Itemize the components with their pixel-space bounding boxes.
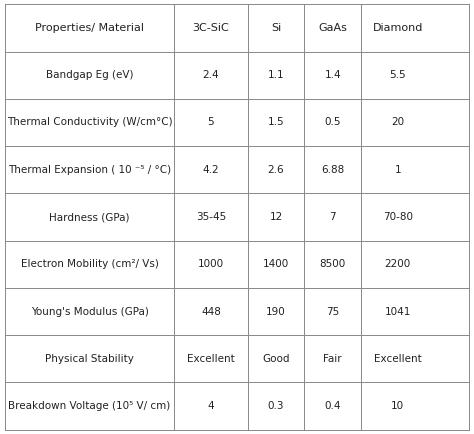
- Text: 0.3: 0.3: [268, 401, 284, 411]
- Text: Excellent: Excellent: [187, 354, 235, 364]
- Text: 2200: 2200: [384, 259, 411, 269]
- Text: 2.4: 2.4: [203, 70, 219, 80]
- Text: 3C-SiC: 3C-SiC: [192, 23, 229, 33]
- Text: Breakdown Voltage (10⁵ V/ cm): Breakdown Voltage (10⁵ V/ cm): [9, 401, 171, 411]
- Text: 35-45: 35-45: [196, 212, 226, 222]
- Text: Young's Modulus (GPa): Young's Modulus (GPa): [31, 306, 148, 316]
- Text: Excellent: Excellent: [374, 354, 421, 364]
- Text: 4.2: 4.2: [203, 165, 219, 175]
- Text: 2.6: 2.6: [268, 165, 284, 175]
- Text: 1041: 1041: [384, 306, 411, 316]
- Text: 1.1: 1.1: [268, 70, 284, 80]
- Text: Si: Si: [271, 23, 281, 33]
- Text: 6.88: 6.88: [321, 165, 344, 175]
- Text: 5.5: 5.5: [390, 70, 406, 80]
- Text: Thermal Conductivity (W/cm°C): Thermal Conductivity (W/cm°C): [7, 118, 173, 128]
- Text: 12: 12: [269, 212, 283, 222]
- Text: Bandgap Eg (eV): Bandgap Eg (eV): [46, 70, 133, 80]
- Text: 4: 4: [208, 401, 214, 411]
- Text: Diamond: Diamond: [373, 23, 423, 33]
- Text: 0.5: 0.5: [324, 118, 341, 128]
- Text: 0.4: 0.4: [324, 401, 341, 411]
- Text: Properties/ Material: Properties/ Material: [35, 23, 144, 33]
- Text: Hardness (GPa): Hardness (GPa): [49, 212, 130, 222]
- Text: 70-80: 70-80: [383, 212, 413, 222]
- Text: 1000: 1000: [198, 259, 224, 269]
- Text: 5: 5: [208, 118, 214, 128]
- Text: 10: 10: [391, 401, 404, 411]
- Text: 8500: 8500: [319, 259, 346, 269]
- Text: Thermal Expansion ( 10 ⁻⁵ / °C): Thermal Expansion ( 10 ⁻⁵ / °C): [8, 165, 171, 175]
- Text: 7: 7: [329, 212, 336, 222]
- Text: Electron Mobility (cm²/ Vs): Electron Mobility (cm²/ Vs): [20, 259, 158, 269]
- Text: 20: 20: [391, 118, 404, 128]
- Text: 75: 75: [326, 306, 339, 316]
- Text: GaAs: GaAs: [318, 23, 347, 33]
- Text: Good: Good: [262, 354, 290, 364]
- Text: 1.5: 1.5: [268, 118, 284, 128]
- Text: 1.4: 1.4: [324, 70, 341, 80]
- Text: Fair: Fair: [323, 354, 342, 364]
- Text: 1400: 1400: [263, 259, 289, 269]
- Text: Physical Stability: Physical Stability: [45, 354, 134, 364]
- Text: 1: 1: [394, 165, 401, 175]
- Text: 448: 448: [201, 306, 221, 316]
- Text: 190: 190: [266, 306, 286, 316]
